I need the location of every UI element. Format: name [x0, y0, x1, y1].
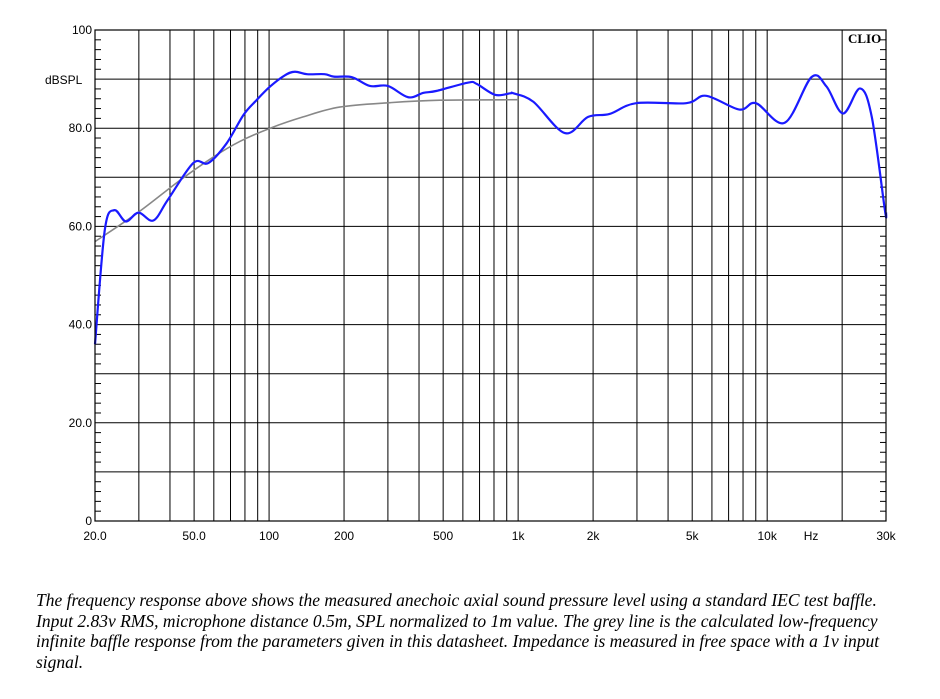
x-tick-label: 5k [686, 529, 700, 543]
curves [93, 70, 888, 345]
x-tick-label: 2k [587, 529, 601, 543]
y-tick-label: 0 [85, 514, 92, 528]
series-line-measured-spl [93, 70, 888, 345]
y-tick-label: 40.0 [69, 318, 93, 332]
x-tick-label: 30k [876, 529, 896, 543]
plot-frame [94, 29, 887, 522]
x-tick-label: 1k [512, 529, 526, 543]
x-tick-label: 10k [757, 529, 777, 543]
x-tick-label: 500 [433, 529, 453, 543]
x-tick-label: 200 [334, 529, 354, 543]
y-axis-label: dBSPL [45, 73, 83, 87]
x-tick-label: 20.0 [83, 529, 107, 543]
figure-caption: The frequency response above shows the m… [36, 590, 880, 672]
y-tick-label: 60.0 [69, 219, 93, 233]
series-line-calculated-infinite-baffle [94, 98, 519, 243]
y-tick-label: 100 [72, 23, 92, 37]
x-tick-label: Hz [804, 529, 819, 543]
x-tick-label: 50.0 [182, 529, 206, 543]
y-tick-label: 80.0 [69, 121, 93, 135]
x-tick-label: 100 [259, 529, 279, 543]
grid [95, 30, 886, 521]
y-tick-label: 20.0 [69, 416, 93, 430]
clio-logo: CLIO [848, 31, 881, 46]
